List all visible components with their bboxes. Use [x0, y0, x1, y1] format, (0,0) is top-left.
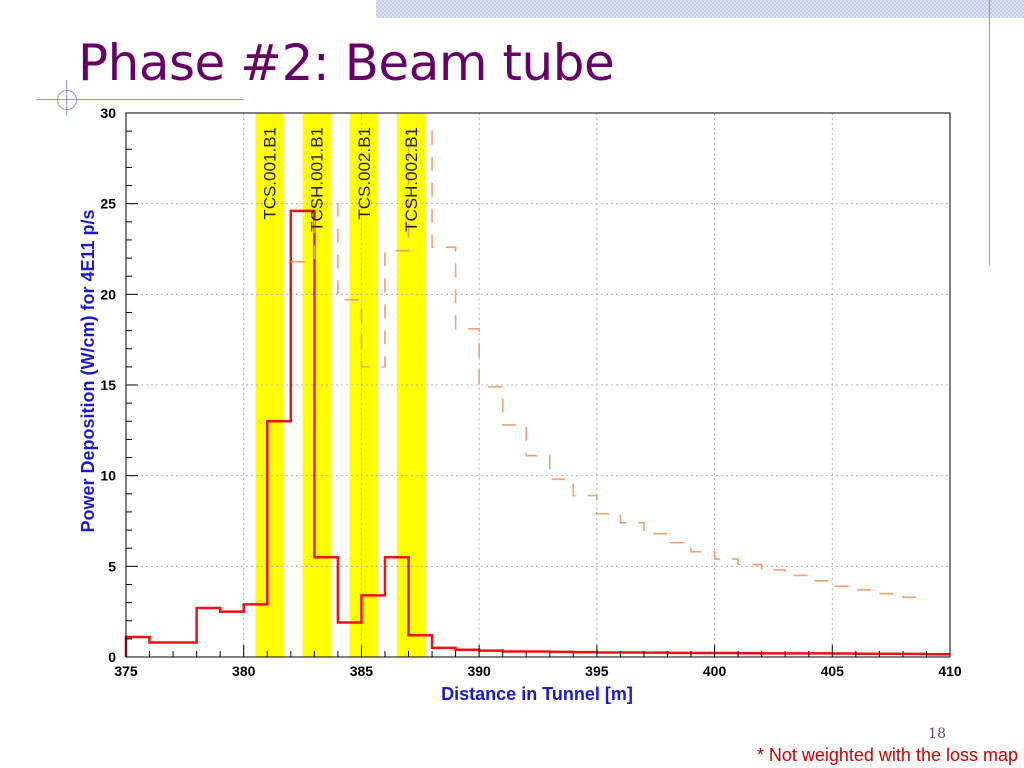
series-line-solid [124, 209, 950, 657]
axis-ticks [125, 112, 951, 658]
y-tick-label-10: 10 [100, 468, 116, 484]
y-tick-label-25: 25 [100, 196, 116, 212]
chart-grid [126, 113, 950, 657]
collimator-band-3 [349, 113, 378, 657]
x-tick-label-410: 410 [938, 663, 962, 679]
x-tick-label-375: 375 [114, 663, 138, 679]
collimator-label-4: TCSH.002.B1 [402, 127, 421, 232]
x-tick-label-390: 390 [467, 663, 491, 679]
collimator-bands [255, 113, 425, 657]
slide-title: Phase #2: Beam tube [78, 34, 615, 92]
y-tick-label-0: 0 [108, 649, 116, 665]
footnote: * Not weighted with the loss map [756, 745, 1018, 765]
y-tick-label-20: 20 [100, 286, 116, 302]
y-tick-label-5: 5 [108, 558, 116, 574]
collimator-label-1: TCS.001.B1 [261, 127, 280, 220]
decoration-vertical-line [989, 0, 990, 265]
x-axis-title: Distance in Tunnel [m] [441, 684, 633, 704]
page-number: 18 [928, 726, 946, 742]
collimator-label-3: TCS.002.B1 [355, 127, 374, 220]
decoration-circle [57, 90, 77, 110]
y-tick-label-30: 30 [100, 105, 116, 121]
header-decoration-band [376, 0, 1024, 18]
series-line-dashed [290, 130, 927, 598]
x-tick-label-405: 405 [821, 663, 845, 679]
collimator-band-1 [255, 113, 284, 657]
y-axis-title: Power Deposition (W/cm) for 4E11 p/s [78, 209, 98, 532]
decoration-horizontal-line [36, 99, 244, 100]
chart-labels: 375 380 385 390 395 400 405 410 0 5 10 15 20 25 30 Dist… [78, 105, 962, 704]
x-tick-label-400: 400 [703, 663, 727, 679]
y-tick-label-15: 15 [100, 377, 116, 393]
x-tick-label-380: 380 [232, 663, 256, 679]
collimator-label-2: TCSH.001.B1 [308, 127, 327, 232]
x-tick-label-395: 395 [585, 663, 609, 679]
x-tick-label-385: 385 [350, 663, 374, 679]
chart-series [124, 130, 950, 657]
